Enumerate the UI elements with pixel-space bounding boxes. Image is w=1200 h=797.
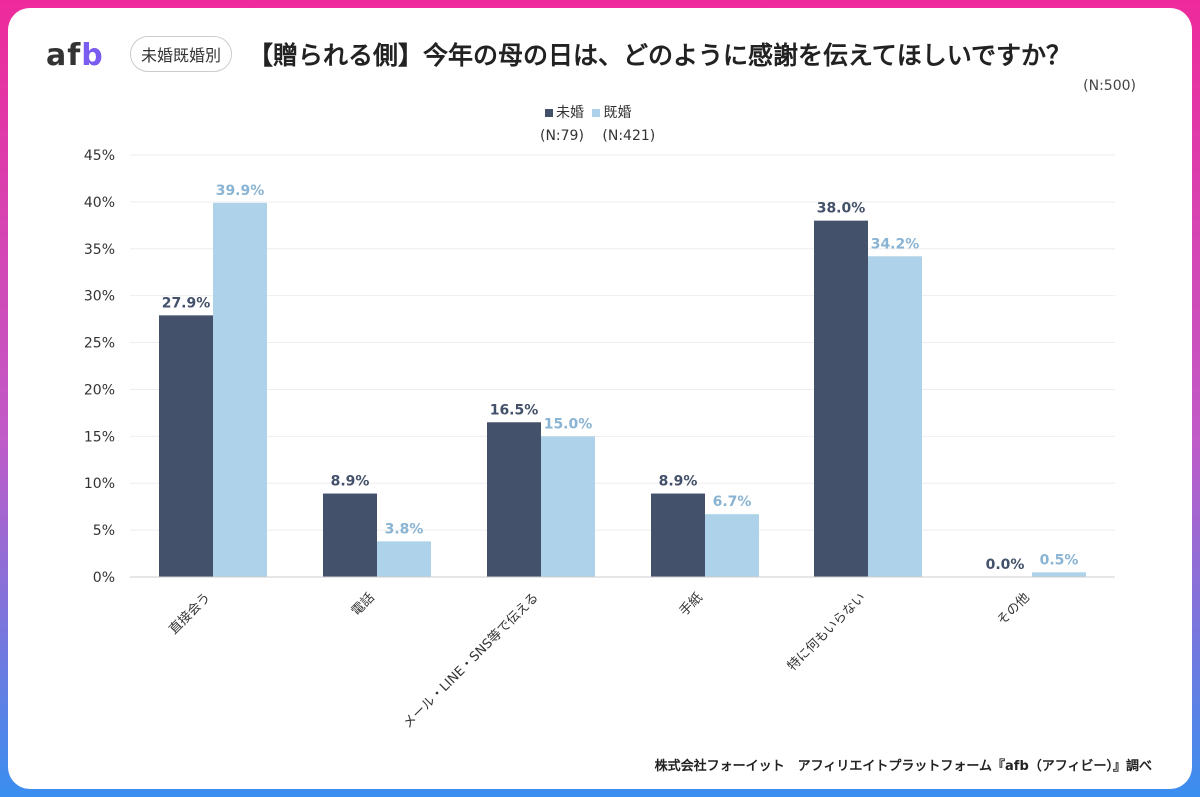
data-label: 38.0% bbox=[817, 201, 866, 217]
y-tick-label: 40% bbox=[84, 195, 115, 211]
data-label: 39.9% bbox=[216, 183, 265, 199]
bar bbox=[323, 493, 377, 577]
y-tick-label: 45% bbox=[84, 148, 115, 164]
legend-n: (N:79) (N:421) bbox=[540, 128, 655, 144]
legend-swatch-unmarried bbox=[545, 109, 553, 117]
bar bbox=[705, 514, 759, 577]
data-label: 6.7% bbox=[713, 494, 752, 510]
data-label: 8.9% bbox=[331, 474, 370, 490]
y-tick-label: 35% bbox=[84, 242, 115, 258]
x-tick-label: 直接会う bbox=[166, 590, 214, 638]
bar bbox=[159, 315, 213, 577]
y-tick-label: 25% bbox=[84, 336, 115, 352]
y-tick-label: 15% bbox=[84, 429, 115, 445]
afb-logo: afb bbox=[46, 38, 104, 73]
bar bbox=[541, 436, 595, 577]
x-tick-label: 手紙 bbox=[677, 590, 706, 619]
data-label: 34.2% bbox=[871, 236, 920, 252]
bar bbox=[1032, 572, 1086, 577]
n-unmarried: (N:79) bbox=[540, 128, 584, 144]
x-tick-label: その他 bbox=[995, 590, 1033, 628]
legend-label-unmarried: 未婚 bbox=[556, 105, 584, 121]
data-label: 27.9% bbox=[162, 295, 211, 311]
x-tick-label: 特に何もいらない bbox=[784, 590, 869, 675]
legend: 未婚 既婚 bbox=[545, 102, 631, 122]
n-married: (N:421) bbox=[602, 128, 656, 144]
x-tick-label: 電話 bbox=[348, 590, 378, 620]
y-tick-label: 0% bbox=[93, 570, 115, 586]
bar bbox=[651, 493, 705, 577]
data-label: 15.0% bbox=[544, 416, 593, 432]
total-n: (N:500) bbox=[1083, 78, 1136, 94]
y-tick-label: 10% bbox=[84, 476, 115, 492]
data-label: 0.0% bbox=[986, 557, 1025, 573]
chart-title: 【贈られる側】今年の母の日は、どのように感謝を伝えてほしいですか？ bbox=[248, 41, 1072, 70]
y-tick-label: 30% bbox=[84, 289, 115, 305]
bar bbox=[487, 422, 541, 577]
y-tick-label: 5% bbox=[93, 523, 115, 539]
data-label: 16.5% bbox=[490, 402, 539, 418]
source-footer: 株式会社フォーイット アフィリエイトプラットフォーム『afb（アフィビー）』調べ bbox=[654, 759, 1152, 774]
bar bbox=[814, 220, 868, 577]
bar bbox=[213, 202, 267, 577]
data-label: 8.9% bbox=[659, 474, 698, 490]
data-label: 3.8% bbox=[385, 521, 424, 537]
legend-label-married: 既婚 bbox=[603, 105, 632, 121]
bar bbox=[377, 541, 431, 577]
y-tick-label: 20% bbox=[84, 382, 115, 398]
data-label: 0.5% bbox=[1040, 552, 1079, 568]
bar bbox=[868, 256, 922, 577]
x-tick-label: メール・LINE・SNS等で伝える bbox=[400, 590, 542, 732]
legend-swatch-married bbox=[592, 109, 601, 117]
category-badge: 未婚既婚別 bbox=[130, 36, 233, 72]
